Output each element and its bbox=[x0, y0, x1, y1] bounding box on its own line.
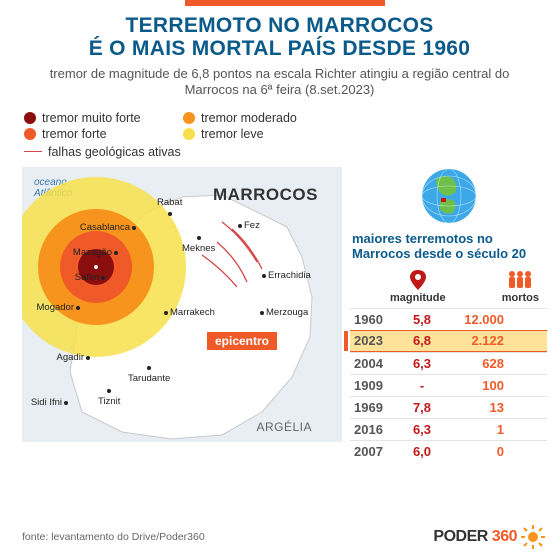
source-text: fonte: levantamento do Drive/Poder360 bbox=[22, 531, 205, 543]
dot-icon bbox=[183, 112, 195, 124]
table-row: 19605,812.000 bbox=[350, 308, 547, 330]
legend-label: tremor leve bbox=[201, 127, 264, 141]
city-label: Meknes bbox=[182, 232, 215, 254]
table-row: 20046,3628 bbox=[350, 352, 547, 374]
cell-magnitude: 6,3 bbox=[396, 422, 448, 437]
col-label: mortos bbox=[502, 292, 539, 304]
legend-faults: falhas geológicas ativas bbox=[24, 145, 320, 159]
city-label: Merzouga bbox=[258, 307, 308, 318]
map-panel: oceano Atlântico RabatCasablancaMeknesFe… bbox=[22, 167, 342, 442]
cell-year: 2007 bbox=[354, 444, 396, 459]
table-row: 1909-100 bbox=[350, 374, 547, 396]
earthquake-table: 19605,812.00020236,82.12220046,36281909-… bbox=[350, 308, 547, 462]
cell-deaths: 100 bbox=[448, 378, 510, 393]
table-title: maiores terremotos no Marrocos desde o s… bbox=[352, 231, 547, 262]
cell-deaths: 13 bbox=[448, 400, 510, 415]
footer: fonte: levantamento do Drive/Poder360 PO… bbox=[22, 525, 545, 549]
cell-deaths: 12.000 bbox=[448, 312, 510, 327]
table-row: 20236,82.122 bbox=[350, 330, 547, 352]
cell-magnitude: 5,8 bbox=[396, 312, 448, 327]
neighbor-label: ARGÉLIA bbox=[256, 420, 312, 434]
title-line-2: É O MAIS MORTAL PAÍS DESDE 1960 bbox=[89, 37, 471, 60]
right-panel: maiores terremotos no Marrocos desde o s… bbox=[350, 167, 547, 462]
pin-icon bbox=[410, 270, 426, 290]
city-label: Tarudante bbox=[128, 362, 170, 384]
legend-label: tremor muito forte bbox=[42, 111, 141, 125]
top-accent-bar bbox=[185, 0, 385, 6]
col-magnitude: magnitude bbox=[390, 270, 446, 304]
legend-label: tremor moderado bbox=[201, 111, 297, 125]
cell-year: 1909 bbox=[354, 378, 396, 393]
cell-magnitude: 6,8 bbox=[396, 333, 448, 348]
legend-label: falhas geológicas ativas bbox=[48, 145, 181, 159]
dot-icon bbox=[24, 112, 36, 124]
table-header: magnitude mortos bbox=[350, 270, 547, 308]
cell-magnitude: 7,8 bbox=[396, 400, 448, 415]
legend-strong: tremor forte bbox=[24, 127, 161, 141]
epicenter-label: epicentro bbox=[207, 332, 277, 350]
city-label: Sidi Ifni bbox=[22, 397, 70, 408]
cell-deaths: 0 bbox=[448, 444, 510, 459]
city-label: Fez bbox=[236, 220, 260, 231]
city-label: Safim bbox=[47, 272, 107, 283]
legend-label: tremor forte bbox=[42, 127, 107, 141]
cell-magnitude: 6,0 bbox=[396, 444, 448, 459]
city-label: Agadir bbox=[32, 352, 92, 363]
city-label: Casablanca bbox=[78, 222, 138, 233]
legend-moderate: tremor moderado bbox=[183, 111, 320, 125]
table-row: 20166,31 bbox=[350, 418, 547, 440]
logo-number: 360 bbox=[492, 528, 517, 546]
cell-deaths: 1 bbox=[448, 422, 510, 437]
legend-light: tremor leve bbox=[183, 127, 320, 141]
table-row: 20076,00 bbox=[350, 440, 547, 462]
city-label: Errachidia bbox=[260, 270, 311, 281]
cell-year: 1969 bbox=[354, 400, 396, 415]
dot-icon bbox=[183, 128, 195, 140]
city-label: Marrakech bbox=[162, 307, 215, 318]
city-label: Tiznit bbox=[98, 385, 120, 407]
sun-icon bbox=[521, 525, 545, 549]
main-content: oceano Atlântico RabatCasablancaMeknesFe… bbox=[0, 159, 559, 462]
cell-magnitude: - bbox=[396, 378, 448, 393]
country-label: MARROCOS bbox=[213, 185, 318, 205]
title-line-1: TERREMOTO NO MARROCOS bbox=[125, 14, 433, 37]
logo-text: PODER bbox=[433, 528, 487, 546]
col-deaths: mortos bbox=[502, 270, 539, 304]
table-row: 19697,813 bbox=[350, 396, 547, 418]
legend: tremor muito forte tremor moderado tremo… bbox=[0, 105, 320, 159]
page-subtitle: tremor de magnitude de 6,8 pontos na esc… bbox=[24, 66, 535, 99]
people-icon bbox=[507, 270, 533, 290]
page-title: TERREMOTO NO MARROCOS É O MAIS MORTAL PA… bbox=[24, 14, 535, 60]
cell-year: 1960 bbox=[354, 312, 396, 327]
line-icon bbox=[24, 151, 42, 153]
globe-icon bbox=[350, 167, 547, 225]
header: TERREMOTO NO MARROCOS É O MAIS MORTAL PA… bbox=[0, 0, 559, 105]
cell-year: 2004 bbox=[354, 356, 396, 371]
cell-year: 2023 bbox=[354, 333, 396, 348]
city-label: Mazagão bbox=[60, 247, 120, 258]
col-label: magnitude bbox=[390, 292, 446, 304]
cell-deaths: 2.122 bbox=[448, 333, 510, 348]
city-label: Mogador bbox=[22, 302, 82, 313]
city-label: Rabat bbox=[157, 197, 182, 219]
dot-icon bbox=[24, 128, 36, 140]
cell-magnitude: 6,3 bbox=[396, 356, 448, 371]
brand-logo: PODER 360 bbox=[433, 525, 545, 549]
legend-very-strong: tremor muito forte bbox=[24, 111, 161, 125]
cell-year: 2016 bbox=[354, 422, 396, 437]
cell-deaths: 628 bbox=[448, 356, 510, 371]
